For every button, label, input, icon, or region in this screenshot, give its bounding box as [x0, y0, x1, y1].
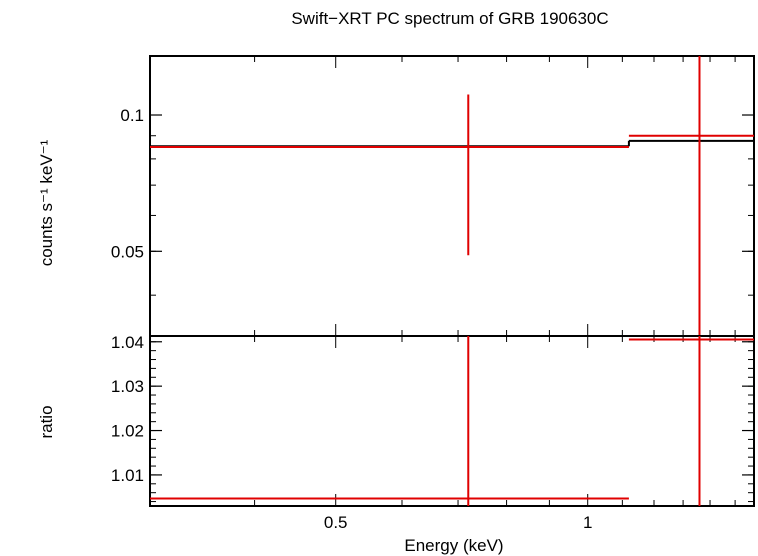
chart-title: Swift−XRT PC spectrum of GRB 190630C	[291, 9, 608, 28]
y-tick-label: 1.03	[111, 377, 144, 396]
x-tick-label: 0.5	[324, 513, 348, 532]
panel-frame-ratio	[149, 335, 755, 507]
y-tick-label: 0.1	[120, 106, 144, 125]
plot-area: 0.05 0.1 1.01 1.02 1.03 1.04 0.5 1	[111, 55, 755, 532]
y-tick-label: 1.04	[111, 333, 144, 352]
y-tick-label: 1.01	[111, 466, 144, 485]
x-axis-label: Energy (keV)	[404, 536, 503, 555]
panel-frame-spectrum	[149, 55, 755, 337]
y-tick-label: 1.02	[111, 422, 144, 441]
x-tick-label: 1	[583, 513, 592, 532]
y-tick-label: 0.05	[111, 242, 144, 261]
y-axis-label-spectrum: counts s⁻¹ keV⁻¹	[37, 139, 56, 266]
y-axis-label-ratio: ratio	[37, 405, 56, 438]
